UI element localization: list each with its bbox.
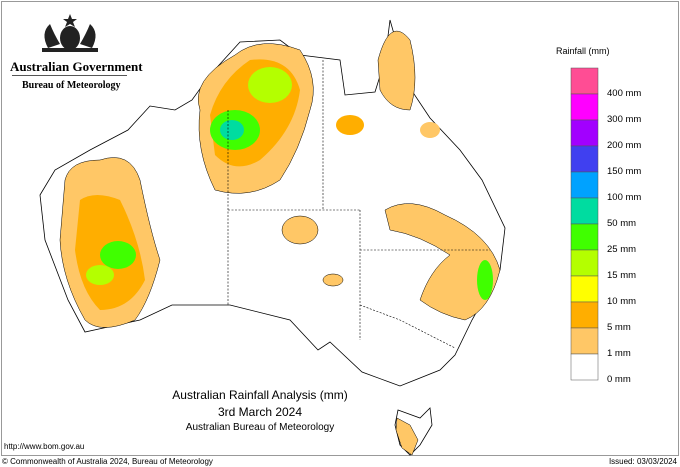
legend-label: 15 mm: [607, 270, 637, 281]
legend-colorbar: [570, 67, 599, 381]
map-date: 3rd March 2024: [217, 405, 303, 419]
state-borders: [227, 60, 490, 349]
legend-swatch: [570, 301, 599, 329]
government-name: Australian Government: [10, 59, 143, 74]
legend-label: 10 mm: [607, 296, 637, 307]
map-title: Australian Rainfall Analysis (mm): [172, 388, 348, 402]
copyright-text: © Commonwealth of Australia 2024, Bureau…: [2, 457, 213, 466]
legend-label: 25 mm: [607, 244, 637, 255]
legend-swatch: [570, 275, 599, 303]
map-source: Australian Bureau of Meteorology: [185, 422, 335, 433]
legend-swatch: [570, 93, 599, 121]
legend-swatch: [570, 223, 599, 251]
tasmania: [394, 407, 433, 456]
legend-label: 300 mm: [607, 114, 642, 125]
legend-title: Rainfall (mm): [556, 46, 610, 56]
legend-label: 5 mm: [607, 322, 631, 333]
legend-swatch: [570, 145, 599, 173]
legend-swatch: [570, 67, 599, 95]
legend-label: 50 mm: [607, 218, 637, 229]
map-frame: [1, 1, 679, 456]
legend-label: 1 mm: [607, 348, 631, 359]
legend-label: 0 mm: [607, 374, 631, 385]
website-link[interactable]: http://www.bom.gov.au: [4, 442, 85, 451]
legend-label: 400 mm: [607, 88, 642, 99]
header-divider: [12, 75, 127, 76]
legend-swatch: [570, 353, 599, 381]
australia-mainland: [39, 19, 506, 387]
legend-label: 150 mm: [607, 166, 642, 177]
issued-date: Issued: 03/03/2024: [608, 457, 677, 466]
legend-label: 100 mm: [607, 192, 642, 203]
rainfall-areas: [59, 30, 501, 328]
legend-swatch: [570, 171, 599, 199]
legend-label: 200 mm: [607, 140, 642, 151]
coat-of-arms-logo: [42, 14, 98, 52]
bureau-name: Bureau of Meteorology: [22, 80, 121, 91]
legend-swatch: [570, 197, 599, 225]
legend-swatch: [570, 249, 599, 277]
legend-swatch: [570, 119, 599, 147]
legend-swatch: [570, 327, 599, 355]
